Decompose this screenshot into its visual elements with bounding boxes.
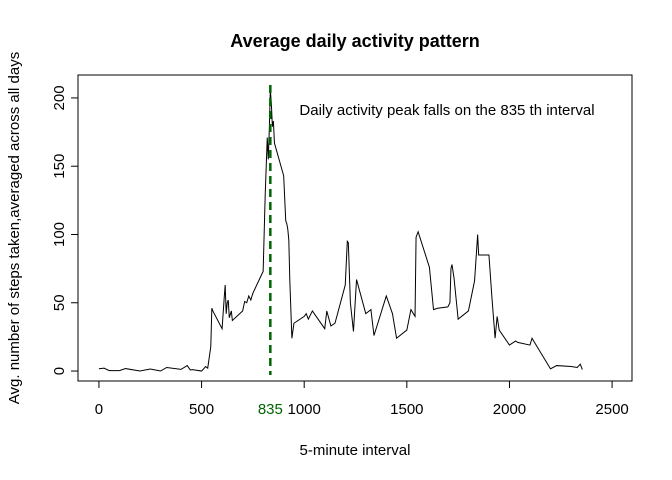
x-tick-label: 0 [95, 401, 103, 418]
chart-title: Average daily activity pattern [230, 31, 479, 51]
x-tick-label: 2500 [595, 401, 628, 418]
y-tick-label: 50 [51, 294, 68, 311]
x-tick-label: 1500 [390, 401, 423, 418]
y-tick-label: 100 [51, 222, 68, 247]
x-tick-label: 2000 [493, 401, 526, 418]
peak-label: 835 [258, 401, 283, 418]
plot-box [77, 74, 633, 382]
y-tick-label: 200 [51, 85, 68, 110]
annotation: Daily activity peak falls on the 835 th … [299, 102, 594, 119]
x-tick-label: 1000 [288, 401, 321, 418]
x-axis-label: 5-minute interval [300, 442, 411, 459]
y-tick-label: 0 [51, 367, 68, 375]
x-tick-label: 500 [189, 401, 214, 418]
data-line [98, 89, 583, 372]
y-axis-label: Avg. number of steps taken,averaged acro… [6, 52, 23, 404]
y-tick-label: 150 [51, 154, 68, 179]
